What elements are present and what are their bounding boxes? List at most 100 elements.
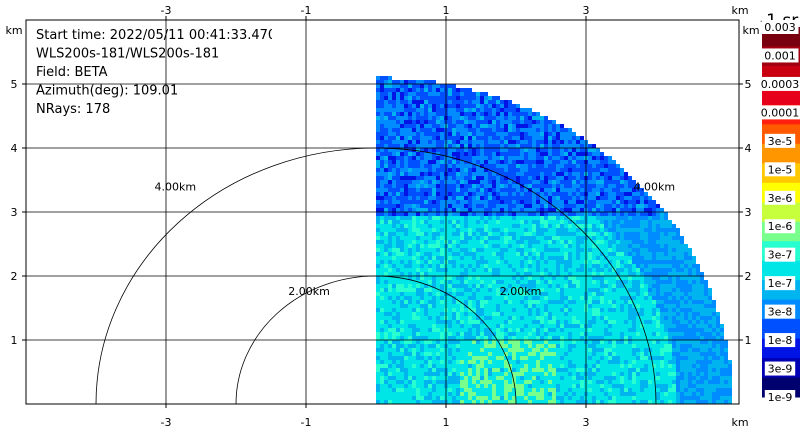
beta-cell (648, 280, 652, 284)
beta-cell (424, 92, 428, 96)
beta-cell (664, 300, 668, 304)
beta-cell (504, 244, 508, 248)
beta-cell (376, 136, 380, 140)
beta-cell (612, 172, 616, 176)
beta-cell (476, 340, 480, 344)
beta-cell (612, 308, 616, 312)
beta-cell (516, 220, 520, 224)
beta-cell (560, 352, 564, 356)
beta-cell (480, 352, 484, 356)
beta-cell (376, 200, 380, 204)
beta-cell (604, 220, 608, 224)
beta-cell (680, 272, 684, 276)
beta-cell (592, 352, 596, 356)
beta-cell (560, 244, 564, 248)
beta-cell (432, 88, 436, 92)
beta-cell (704, 364, 708, 368)
beta-cell (452, 172, 456, 176)
beta-cell (636, 272, 640, 276)
beta-cell (620, 220, 624, 224)
beta-cell (412, 268, 416, 272)
beta-cell (648, 296, 652, 300)
beta-cell (384, 104, 388, 108)
beta-cell (464, 244, 468, 248)
beta-cell (564, 228, 568, 232)
beta-cell (380, 96, 384, 100)
beta-cell (412, 256, 416, 260)
beta-cell (596, 152, 600, 156)
beta-cell (648, 248, 652, 252)
beta-cell (556, 256, 560, 260)
beta-cell (700, 304, 704, 308)
beta-cell (556, 288, 560, 292)
beta-cell (616, 240, 620, 244)
beta-cell (400, 184, 404, 188)
beta-cell (624, 172, 628, 176)
beta-cell (500, 208, 504, 212)
beta-cell (540, 148, 544, 152)
beta-cell (580, 244, 584, 248)
beta-cell (456, 156, 460, 160)
beta-cell (656, 216, 660, 220)
beta-cell (576, 216, 580, 220)
beta-cell (616, 176, 620, 180)
beta-cell (408, 132, 412, 136)
beta-cell (576, 332, 580, 336)
beta-cell (476, 220, 480, 224)
beta-cell (548, 208, 552, 212)
beta-cell (628, 212, 632, 216)
beta-cell (424, 216, 428, 220)
beta-cell (492, 280, 496, 284)
beta-cell (480, 180, 484, 184)
beta-cell (540, 304, 544, 308)
beta-cell (580, 268, 584, 272)
beta-cell (664, 320, 668, 324)
beta-cell (556, 268, 560, 272)
beta-cell (624, 200, 628, 204)
beta-cell (448, 328, 452, 332)
beta-cell (376, 192, 380, 196)
beta-cell (448, 320, 452, 324)
beta-cell (600, 348, 604, 352)
beta-cell (632, 304, 636, 308)
beta-cell (552, 220, 556, 224)
beta-cell (496, 348, 500, 352)
beta-cell (664, 328, 668, 332)
beta-cell (452, 272, 456, 276)
beta-cell (460, 280, 464, 284)
beta-cell (456, 360, 460, 364)
beta-cell (496, 356, 500, 360)
beta-cell (452, 240, 456, 244)
beta-cell (716, 352, 720, 356)
beta-cell (496, 280, 500, 284)
beta-cell (588, 228, 592, 232)
beta-cell (556, 332, 560, 336)
beta-cell (656, 320, 660, 324)
beta-cell (436, 84, 440, 88)
beta-cell (516, 304, 520, 308)
beta-cell (412, 236, 416, 240)
beta-cell (472, 244, 476, 248)
beta-cell (544, 176, 548, 180)
beta-cell (516, 128, 520, 132)
beta-cell (480, 308, 484, 312)
beta-cell (396, 308, 400, 312)
beta-cell (548, 252, 552, 256)
beta-cell (652, 356, 656, 360)
beta-cell (580, 212, 584, 216)
beta-cell (396, 348, 400, 352)
beta-cell (472, 196, 476, 200)
beta-cell (472, 204, 476, 208)
beta-cell (424, 148, 428, 152)
beta-cell (404, 288, 408, 292)
beta-cell (480, 348, 484, 352)
beta-cell (532, 344, 536, 348)
beta-cell (604, 172, 608, 176)
beta-cell (480, 124, 484, 128)
beta-cell (592, 188, 596, 192)
beta-cell (572, 276, 576, 280)
beta-cell (476, 228, 480, 232)
beta-cell (376, 360, 380, 364)
beta-cell (436, 164, 440, 168)
beta-cell (560, 260, 564, 264)
